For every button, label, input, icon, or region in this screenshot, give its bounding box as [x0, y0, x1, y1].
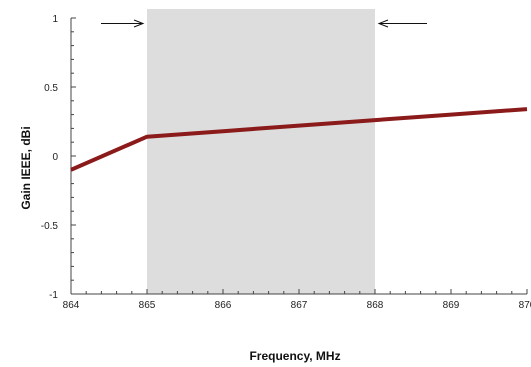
annotation-arrow-2-head — [377, 19, 389, 28]
x-axis-title: Frequency, MHz — [249, 349, 340, 363]
y-tick-label: 0 — [52, 152, 58, 163]
x-tick-label: 868 — [367, 300, 384, 311]
y-tick-label: 1 — [52, 14, 58, 25]
x-tick-label: 865 — [139, 300, 156, 311]
y-axis-title: Gain IEEE, dBi — [19, 126, 33, 209]
x-tick-label: 870 — [519, 300, 531, 311]
y-tick-label: 0.5 — [44, 83, 58, 94]
x-tick-label: 869 — [443, 300, 460, 311]
y-tick-label: -1 — [49, 290, 58, 301]
x-tick-label: 867 — [291, 300, 308, 311]
x-tick-label: 866 — [215, 300, 232, 311]
x-tick-label: 864 — [63, 300, 80, 311]
highlight-band — [147, 9, 375, 294]
annotation-arrow-1-head — [133, 19, 145, 28]
y-tick-label: -0.5 — [41, 221, 59, 232]
